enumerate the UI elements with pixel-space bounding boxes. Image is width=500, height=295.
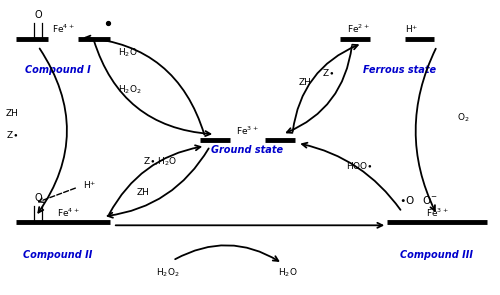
Text: Z$\bullet$,H$_2$O: Z$\bullet$,H$_2$O bbox=[143, 155, 178, 168]
Text: Fe$^{3+}$: Fe$^{3+}$ bbox=[236, 124, 259, 137]
Text: ZH: ZH bbox=[299, 78, 312, 87]
Text: Z$\bullet$: Z$\bullet$ bbox=[322, 67, 334, 78]
Text: H$_2$O: H$_2$O bbox=[118, 47, 138, 59]
Text: Compound I: Compound I bbox=[25, 65, 91, 75]
Text: Fe$^{3+}$: Fe$^{3+}$ bbox=[426, 206, 448, 219]
Text: Fe$^{4+}$: Fe$^{4+}$ bbox=[52, 23, 74, 35]
Text: H$_2$O$_2$: H$_2$O$_2$ bbox=[118, 84, 142, 96]
Text: Compound III: Compound III bbox=[400, 250, 473, 260]
Text: O: O bbox=[34, 10, 42, 20]
Text: ZH: ZH bbox=[136, 189, 149, 197]
Text: $\bullet$O: $\bullet$O bbox=[399, 194, 415, 206]
Text: Fe$^{2+}$: Fe$^{2+}$ bbox=[347, 23, 370, 35]
Text: ZH: ZH bbox=[6, 109, 18, 118]
Text: Z$\bullet$: Z$\bullet$ bbox=[6, 129, 18, 140]
Text: O: O bbox=[34, 193, 42, 203]
Text: O$_2$: O$_2$ bbox=[457, 112, 469, 124]
Text: H$_2$O: H$_2$O bbox=[278, 266, 297, 279]
Text: H$^{+}$: H$^{+}$ bbox=[83, 179, 96, 191]
Text: Ferrous state: Ferrous state bbox=[363, 65, 436, 75]
Text: O$^{-}$: O$^{-}$ bbox=[422, 194, 438, 206]
Text: H$^{+}$: H$^{+}$ bbox=[404, 24, 418, 35]
Text: HOO$\bullet$: HOO$\bullet$ bbox=[346, 160, 373, 171]
Text: Ground state: Ground state bbox=[212, 145, 284, 155]
Text: H$_2$O$_2$: H$_2$O$_2$ bbox=[156, 266, 180, 279]
Text: Compound II: Compound II bbox=[24, 250, 92, 260]
Text: Fe$^{4+}$: Fe$^{4+}$ bbox=[56, 206, 80, 219]
